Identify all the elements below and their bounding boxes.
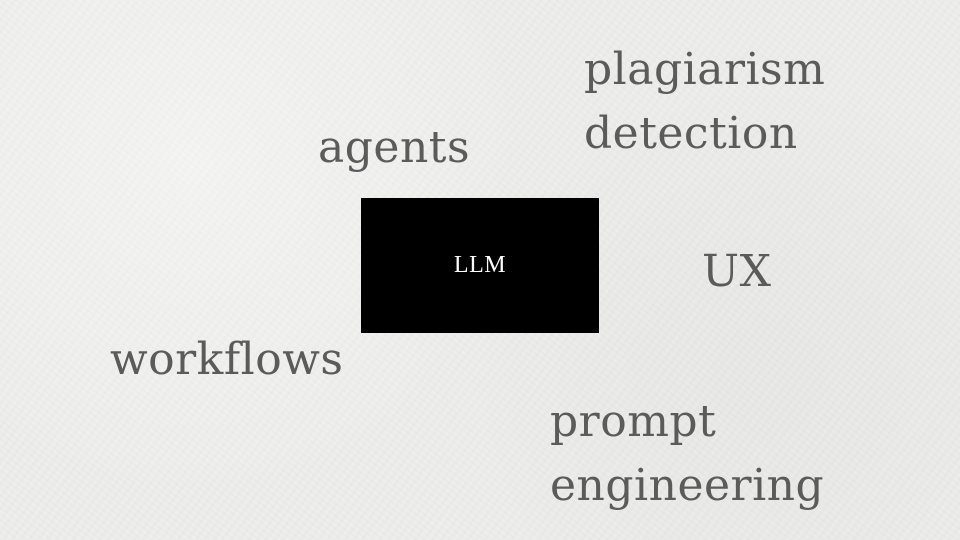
term-workflows-text: workflows [110, 334, 344, 385]
term-plagiarism-detection: plagiarism detection [584, 38, 825, 166]
term-prompt-line-2: engineering [550, 460, 825, 511]
term-agents-text: agents [318, 122, 471, 173]
llm-box: LLM [361, 198, 599, 333]
llm-label: LLM [453, 252, 507, 278]
term-plagiarism-line-1: plagiarism [584, 44, 826, 95]
term-ux-text: UX [702, 246, 772, 297]
term-workflows: workflows [110, 328, 343, 392]
term-plagiarism-line-2: detection [584, 108, 798, 159]
term-ux: UX [702, 240, 771, 304]
term-agents: agents [318, 116, 470, 180]
term-prompt-engineering: prompt engineering [550, 390, 824, 518]
term-prompt-line-1: prompt [550, 396, 717, 447]
